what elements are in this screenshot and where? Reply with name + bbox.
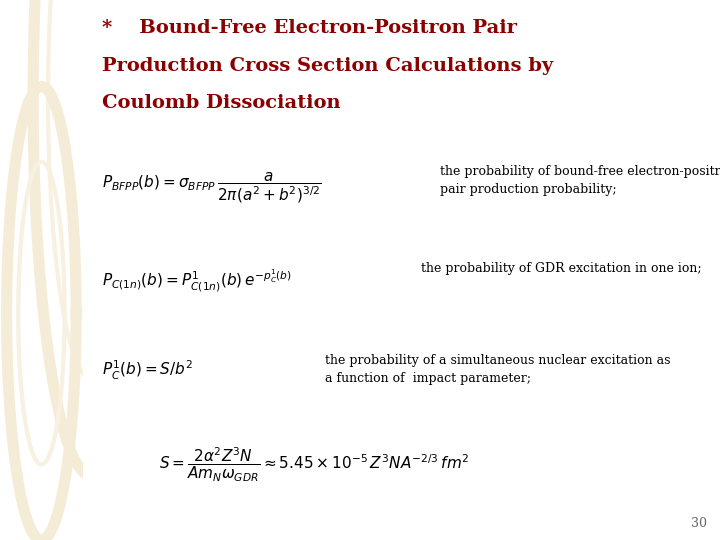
Text: 30: 30 — [691, 517, 707, 530]
Text: $S = \dfrac{2\alpha^2 Z^3 N}{Am_N\omega_{GDR}} \approx 5.45\times10^{-5}\,Z^3NA^: $S = \dfrac{2\alpha^2 Z^3 N}{Am_N\omega_… — [159, 446, 469, 484]
Text: *    Bound-Free Electron-Positron Pair: * Bound-Free Electron-Positron Pair — [102, 19, 517, 37]
Text: $P^1_C(b) = S/b^2$: $P^1_C(b) = S/b^2$ — [102, 359, 193, 382]
Text: $P_{C(1n)}(b) = P^1_{C(1n)}(b)\,e^{-p^1_C(b)}$: $P_{C(1n)}(b) = P^1_{C(1n)}(b)\,e^{-p^1_… — [102, 267, 292, 293]
Text: $P_{BFPP}(b) = \sigma_{BFPP}\,\dfrac{a}{2\pi(a^2+b^2)^{3/2}}$: $P_{BFPP}(b) = \sigma_{BFPP}\,\dfrac{a}{… — [102, 170, 321, 205]
Text: the probability of GDR excitation in one ion;: the probability of GDR excitation in one… — [420, 262, 701, 275]
Text: Production Cross Section Calculations by: Production Cross Section Calculations by — [102, 57, 553, 75]
Text: the probability of a simultaneous nuclear excitation as
a function of  impact pa: the probability of a simultaneous nuclea… — [325, 354, 670, 384]
Text: Coulomb Dissociation: Coulomb Dissociation — [102, 94, 341, 112]
Text: the probability of bound-free electron-positron
pair production probability;: the probability of bound-free electron-p… — [440, 165, 720, 195]
